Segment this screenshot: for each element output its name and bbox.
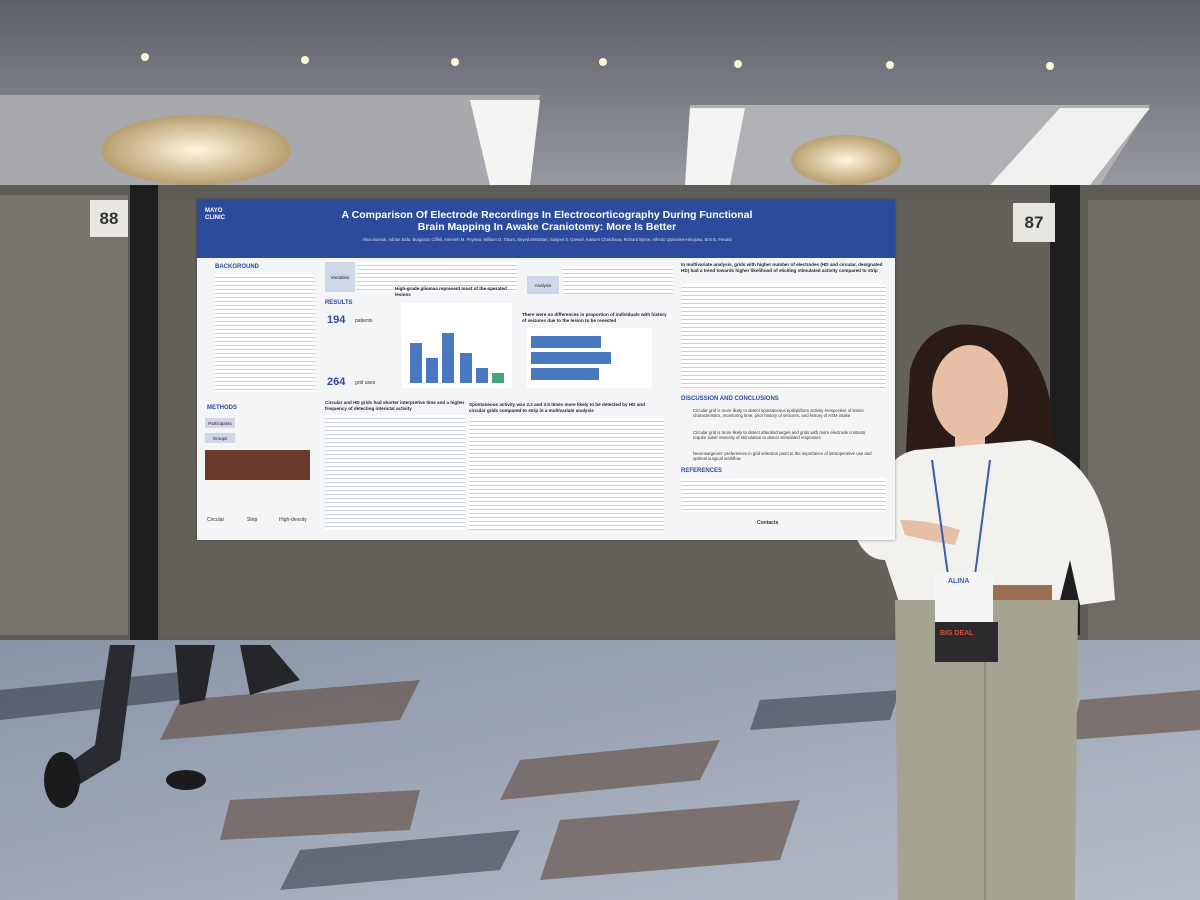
chart-caption: Spontaneous activity was 2.2 and 3.5 tim… xyxy=(469,402,645,413)
logo: MAYO CLINIC xyxy=(205,208,225,221)
conclusion: Circular grid is more likely to detect a… xyxy=(693,430,866,441)
label-box: Groups xyxy=(205,433,235,443)
chart-caption: High-grade gliomas represent most of the… xyxy=(395,286,507,297)
conclusion: Neurosurgeons' preferences in grid selec… xyxy=(693,451,872,462)
light-panel xyxy=(685,108,745,185)
ceiling-lights xyxy=(141,53,1054,70)
section-heading: REFERENCES xyxy=(681,468,723,474)
carpet-pattern xyxy=(0,670,900,890)
grid-label: Strip xyxy=(247,517,258,523)
chart-caption: Circular and HD grids had shorter interp… xyxy=(325,400,465,411)
surgery-photo xyxy=(205,450,310,480)
section-heading: DISCUSSION AND CONCLUSIONS xyxy=(681,396,779,402)
carpet-pattern xyxy=(160,680,1200,880)
text-block xyxy=(357,262,517,292)
chandelier xyxy=(101,115,291,185)
booth-number: 88 xyxy=(90,200,128,237)
conclusion: Circular grid is more likely to detect s… xyxy=(693,408,864,419)
chandelier xyxy=(791,135,901,185)
authors: Alina Ivaniuk, Adrian Safa, Burganzo Cif… xyxy=(362,237,732,242)
label-box: Participants xyxy=(205,418,235,428)
left-panel xyxy=(0,195,128,635)
text-block xyxy=(563,266,673,294)
bar-chart-image xyxy=(527,328,652,388)
contacts: Contacts xyxy=(757,520,779,526)
forest-plot-image xyxy=(681,284,886,389)
table-image xyxy=(325,415,465,530)
light-panel xyxy=(990,108,1150,185)
badge-banner: BIG DEAL xyxy=(940,630,974,637)
grids-label: grid uses xyxy=(355,380,376,386)
poster-header xyxy=(197,200,895,258)
grid-label: Circular xyxy=(207,517,225,523)
grid-label: High-density xyxy=(279,517,307,523)
forest-plot-image xyxy=(469,418,664,530)
section-heading: RESULTS xyxy=(325,300,353,306)
patients-count: 194 xyxy=(327,314,346,326)
light-panel xyxy=(470,100,540,185)
patients-label: patients xyxy=(355,318,373,324)
chart-caption: In multivariate analysis, grids with hig… xyxy=(681,262,883,273)
visitor-legs xyxy=(44,645,300,808)
label-box: Variables xyxy=(325,262,355,292)
bar-chart-image xyxy=(402,303,512,388)
booth-number: 87 xyxy=(1013,203,1055,242)
badge-name: ALINA xyxy=(948,578,970,585)
poster-title: A Comparison Of Electrode Recordings In … xyxy=(341,209,753,233)
presenter xyxy=(840,324,1115,900)
label-box: Analysis xyxy=(527,276,559,294)
poster: MAYO CLINIC A Comparison Of Electrode Re… xyxy=(197,200,895,540)
text-block xyxy=(681,478,886,512)
text-block xyxy=(215,274,315,392)
section-heading: BACKGROUND xyxy=(215,264,259,270)
chart-caption: There were no differences in proportion … xyxy=(522,312,667,323)
grids-count: 264 xyxy=(327,376,346,388)
section-heading: METHODS xyxy=(207,405,237,411)
